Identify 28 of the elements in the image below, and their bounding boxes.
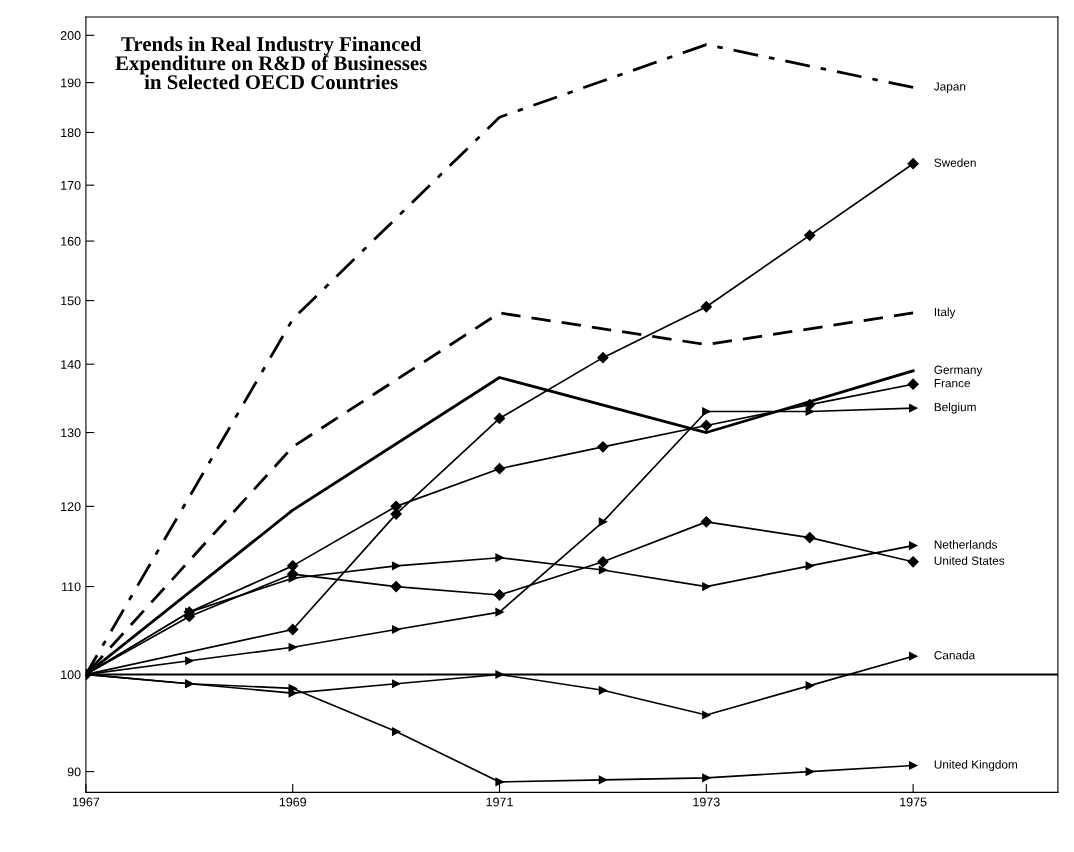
y-tick-label: 180 [61,128,81,138]
series-label: Netherlands [934,540,998,549]
x-tick-label: 1971 [486,797,513,807]
y-tick-label: 200 [60,31,81,40]
y-tick-label: 130 [61,428,81,438]
series-label: Belgium [934,402,976,414]
y-tick-label: 170 [61,180,81,190]
y-tick-label: 150 [61,296,81,306]
text: Trends in Real Industry Financed Expenditure on R&D of Businesses in Selected OECD Countries [115,36,427,90]
series-label: Japan [933,82,966,93]
series-label: Sweden [934,158,976,167]
x-tick-label: 1967 [72,797,100,807]
series-label: United Kingdom [934,760,1018,772]
series-label: United States [934,556,1005,565]
y-tick-label: 190 [61,78,81,88]
series-label: Germany [934,365,983,377]
series-label: Canada [934,650,976,660]
y-tick-label: 120 [61,502,81,512]
x-tick-label: 1969 [279,797,307,807]
y-tick-label: 100 [61,670,81,680]
y-tick-label: 90 [67,767,81,777]
series-label: Italy [934,307,956,319]
y-tick-label: 140 [61,360,81,369]
y-tick-label: 160 [61,236,81,246]
y-tick-label: 110 [62,582,81,592]
series-label: France [934,379,971,388]
x-tick-label: 1973 [693,797,720,807]
x-tick-label: 1975 [900,797,927,807]
